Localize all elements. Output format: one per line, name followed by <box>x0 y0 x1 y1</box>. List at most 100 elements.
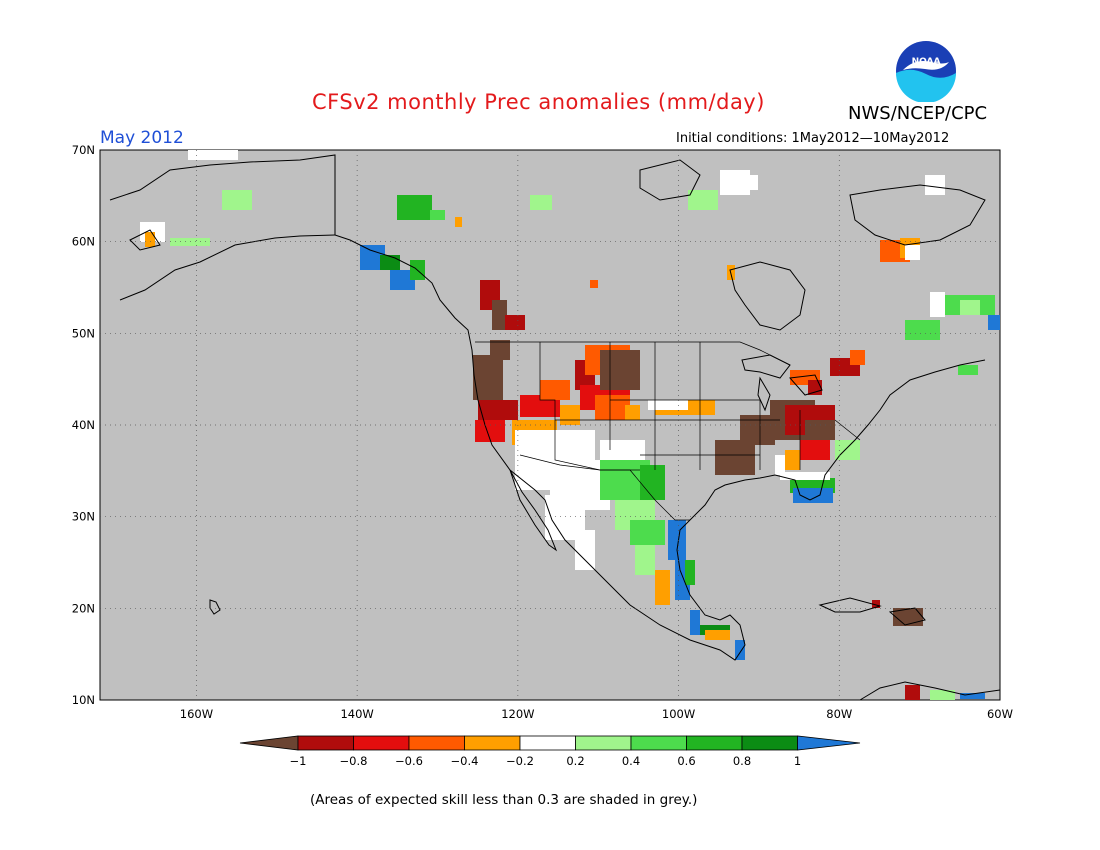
anomaly-cell <box>715 440 755 475</box>
colorbar-tick-label: 0.2 <box>566 754 584 768</box>
anomaly-cell <box>630 520 665 545</box>
anomaly-cell <box>500 400 518 420</box>
colorbar-min-arrow <box>239 735 299 751</box>
initial-conditions: Initial conditions: 1May2012—10May2012 <box>676 131 950 146</box>
anomaly-cell <box>648 400 688 410</box>
anomaly-cell <box>530 195 552 210</box>
anomaly-cell <box>960 300 980 315</box>
anomaly-cell <box>705 630 730 640</box>
anomaly-cell <box>775 455 785 475</box>
anomaly-cell <box>808 380 822 395</box>
lat-tick-label: 30N <box>72 510 95 524</box>
anomaly-cell <box>473 355 503 400</box>
anomaly-cell <box>430 210 445 220</box>
colorbar-swatch <box>575 735 632 751</box>
lon-tick-label: 120W <box>501 707 534 721</box>
anomaly-cell <box>780 472 830 480</box>
colorbar-tick-label: −1 <box>290 754 307 768</box>
anomaly-cell <box>905 245 920 260</box>
anomaly-cell <box>685 560 695 585</box>
lat-tick-label: 20N <box>72 601 95 615</box>
anomaly-cell <box>835 440 860 460</box>
anomaly-cell <box>520 395 560 417</box>
lat-tick-label: 70N <box>72 143 95 157</box>
forecast-period: May 2012 <box>100 128 184 148</box>
colorbar-swatch <box>297 735 354 751</box>
anomaly-cell <box>655 570 670 605</box>
anomaly-cell <box>475 420 505 442</box>
colorbar-tick-label: −0.2 <box>506 754 534 768</box>
anomaly-cell <box>688 190 718 210</box>
colorbar-swatch <box>741 735 798 751</box>
footnote: (Areas of expected skill less than 0.3 a… <box>310 792 698 808</box>
anomaly-cell <box>988 315 1000 330</box>
anomaly-cell <box>690 610 700 635</box>
anomaly-cell <box>490 340 510 360</box>
anomaly-cell <box>635 545 655 575</box>
anomaly-cell <box>785 450 800 470</box>
anomaly-cell <box>800 440 830 460</box>
anomaly-cell <box>735 640 745 660</box>
colorbar-swatch <box>686 735 743 751</box>
gridlines <box>100 150 1000 700</box>
anomaly-cell <box>793 488 833 503</box>
anomaly-cell <box>905 320 940 340</box>
anomaly-cell <box>625 405 640 420</box>
anomaly-cell <box>738 175 758 190</box>
anomaly-cell <box>397 195 432 220</box>
anomaly-cell <box>222 190 252 210</box>
anomaly-cell <box>805 420 835 440</box>
noaa-logo-text: NOAA <box>912 57 941 67</box>
anomaly-cell <box>668 520 686 560</box>
coastlines <box>109 154 1001 701</box>
map-plot-area <box>99 149 1001 701</box>
political-borders <box>475 341 861 521</box>
colorbar-swatch <box>630 735 687 751</box>
lat-tick-label: 40N <box>72 418 95 432</box>
anomaly-cell <box>492 300 507 330</box>
anomaly-cell <box>505 315 525 330</box>
anomaly-cell <box>600 350 640 390</box>
lat-tick-label: 10N <box>72 693 95 707</box>
anomaly-cell <box>958 365 978 375</box>
anomaly-cell <box>640 465 665 500</box>
colorbar-tick-label: −0.8 <box>340 754 368 768</box>
colorbar-max-arrow <box>797 735 861 751</box>
anomaly-cell <box>540 380 570 400</box>
colorbar-swatch <box>464 735 521 751</box>
anomaly-cell <box>595 395 630 420</box>
chart-title: CFSv2 monthly Prec anomalies (mm/day) <box>312 90 765 114</box>
anomaly-cell <box>872 600 880 608</box>
anomaly-cell <box>740 415 775 445</box>
lon-tick-label: 80W <box>826 707 852 721</box>
colorbar-legend: −1 −0.8 −0.6 −0.4 −0.2 0.2 0.4 0.6 0.8 1 <box>239 735 861 768</box>
anomaly-cell <box>590 280 598 288</box>
anomaly-cell <box>390 270 415 290</box>
anomaly-cell <box>850 350 865 365</box>
agency-label: NWS/NCEP/CPC <box>848 103 988 124</box>
anomaly-cell <box>455 217 462 227</box>
lat-tick-label: 60N <box>72 235 95 249</box>
anomaly-cell <box>145 232 155 247</box>
lat-tick-label: 50N <box>72 326 95 340</box>
anomaly-cell <box>575 530 595 570</box>
anomaly-layer <box>140 150 1000 700</box>
noaa-logo-icon: NOAA <box>896 41 956 102</box>
colorbar-tick-label: 0.4 <box>622 754 640 768</box>
lon-tick-label: 160W <box>180 707 213 721</box>
anomaly-cell <box>930 690 955 700</box>
colorbar-tick-label: −0.4 <box>451 754 479 768</box>
lon-tick-label: 140W <box>340 707 373 721</box>
anomaly-cell <box>560 405 580 425</box>
anomaly-cell <box>925 175 945 195</box>
anomaly-cell <box>960 693 985 699</box>
anomaly-cell <box>478 400 500 420</box>
axis-labels: 70N 60N 50N 40N 30N 20N 10N 160W 140W 120W 100W 80W… <box>72 143 1013 721</box>
lon-tick-label: 100W <box>662 707 695 721</box>
colorbar-swatch <box>353 735 410 751</box>
colorbar-tick-label: 1 <box>794 754 801 768</box>
anomaly-cell <box>188 150 238 160</box>
anomaly-cell <box>380 255 400 270</box>
anomaly-cell <box>930 292 945 317</box>
